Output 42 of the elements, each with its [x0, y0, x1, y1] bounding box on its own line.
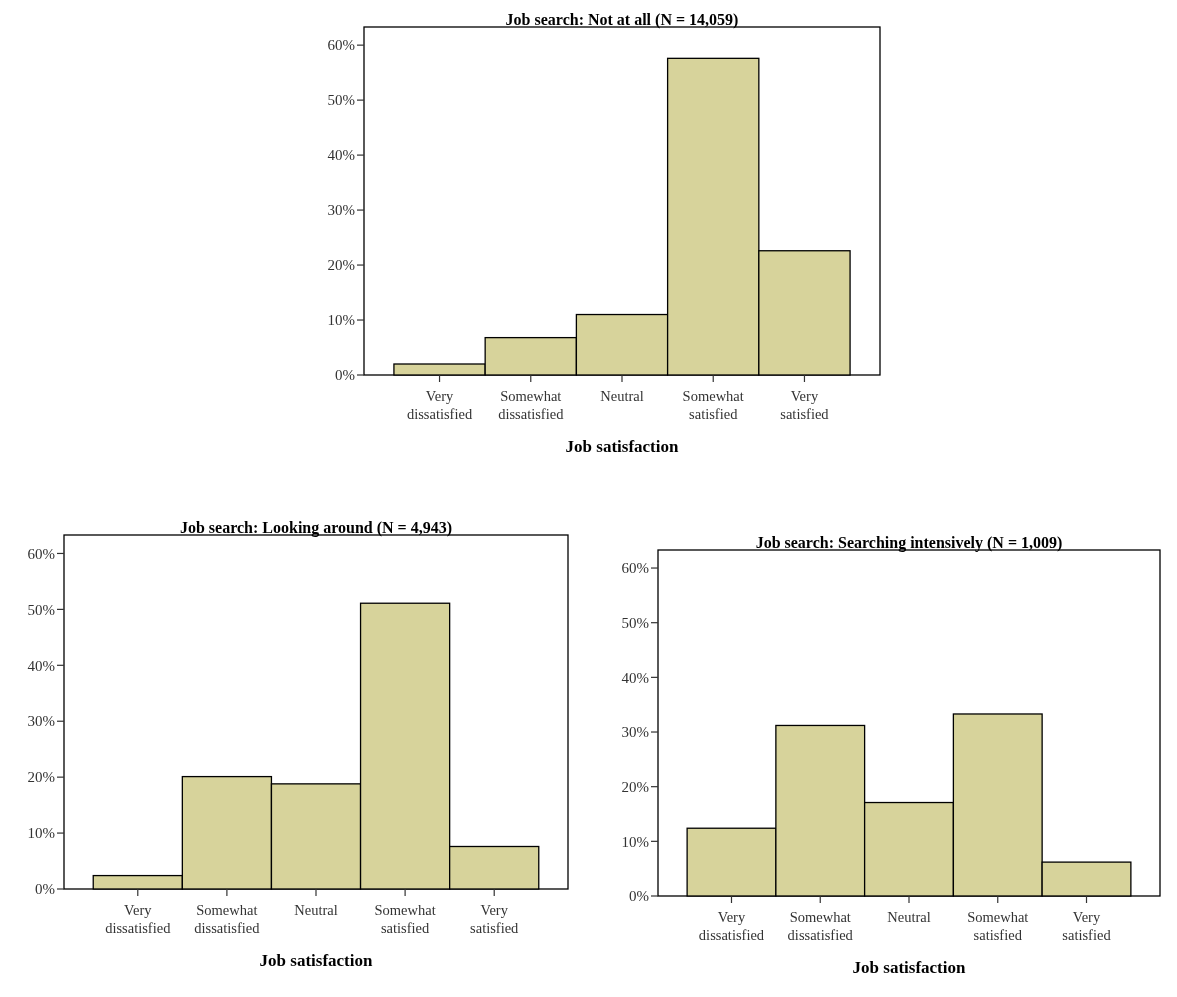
- y-tick-label: 40%: [621, 669, 649, 686]
- chart-title: Job search: Not at all (N = 14,059): [505, 11, 739, 29]
- y-tick-label: 50%: [27, 601, 55, 618]
- y-tick-label: 60%: [27, 545, 55, 562]
- x-axis-title: Job satisfaction: [565, 437, 679, 456]
- y-tick-label: 0%: [629, 888, 649, 905]
- x-axis-title: Job satisfaction: [259, 951, 373, 970]
- x-tick-label: Somewhat dissatisfied: [194, 902, 261, 936]
- y-tick-label: 10%: [27, 825, 55, 842]
- y-tick-label: 0%: [35, 881, 55, 898]
- chart-title: Job search: Looking around (N = 4,943): [179, 519, 453, 537]
- x-tick-label: Neutral: [600, 388, 644, 404]
- y-tick-label: 0%: [335, 367, 355, 384]
- y-tick-label: 50%: [327, 92, 355, 109]
- y-tick-label: 60%: [621, 560, 649, 577]
- y-tick-label: 20%: [27, 769, 55, 786]
- x-tick-label: Very dissatisfied: [406, 388, 473, 422]
- x-tick-label: Neutral: [887, 909, 931, 925]
- y-tick-label: 20%: [621, 778, 649, 795]
- y-tick-label: 30%: [27, 713, 55, 730]
- x-tick-label: Very satisfied: [1062, 909, 1112, 943]
- x-tick-label: Somewhat satisfied: [682, 388, 744, 422]
- y-tick-label: 30%: [621, 724, 649, 741]
- x-tick-label: Somewhat satisfied: [967, 909, 1029, 943]
- x-tick-label: Somewhat satisfied: [374, 902, 436, 936]
- y-tick-label: 10%: [327, 312, 355, 329]
- x-tick-label: Somewhat dissatisfied: [498, 388, 565, 422]
- chart-title: Job search: Searching intensively (N = 1,009): [755, 534, 1063, 552]
- x-tick-label: Very dissatisfied: [105, 902, 172, 936]
- y-tick-label: 10%: [621, 833, 649, 850]
- y-tick-label: 50%: [621, 614, 649, 631]
- x-tick-label: Neutral: [294, 902, 338, 918]
- y-tick-label: 40%: [327, 147, 355, 164]
- y-tick-label: 40%: [27, 657, 55, 674]
- y-tick-label: 60%: [327, 37, 355, 54]
- x-axis-title: Job satisfaction: [852, 958, 966, 977]
- x-tick-label: Somewhat dissatisfied: [787, 909, 854, 943]
- x-tick-label: Very dissatisfied: [698, 909, 765, 943]
- y-tick-label: 20%: [327, 257, 355, 274]
- x-tick-label: Very satisfied: [470, 902, 520, 936]
- x-tick-label: Very satisfied: [780, 388, 830, 422]
- y-tick-label: 30%: [327, 202, 355, 219]
